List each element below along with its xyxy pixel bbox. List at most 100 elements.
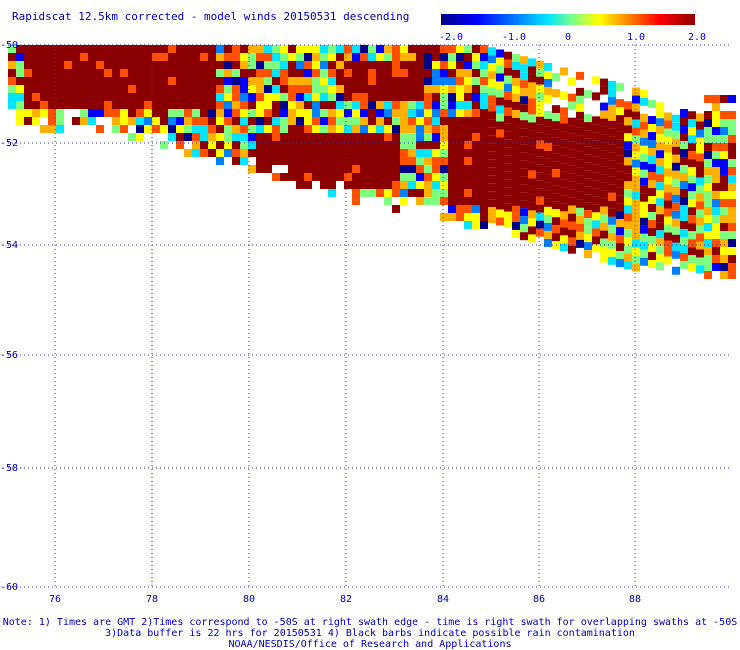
swath-cell: [560, 179, 568, 188]
swath-cell: [208, 45, 216, 53]
swath-cell: [648, 100, 656, 109]
swath-cell: [488, 71, 496, 80]
swath-cell: [408, 117, 416, 125]
swath-cell: [264, 149, 272, 157]
swath-cell: [224, 141, 232, 149]
swath-cell: [632, 167, 640, 176]
swath-cell: [376, 77, 384, 85]
swath-cell: [184, 109, 192, 117]
y-tick-label: -54: [0, 240, 18, 251]
swath-cell: [688, 191, 696, 200]
swath-cell: [648, 156, 656, 165]
swath-cell: [176, 125, 184, 133]
swath-cell: [216, 141, 224, 149]
swath-cell: [504, 51, 512, 60]
swath-cell: [280, 157, 288, 165]
swath-cell: [144, 109, 152, 117]
swath-cell: [168, 125, 176, 133]
swath-cell: [528, 226, 536, 235]
swath-cell: [320, 133, 328, 141]
swath-cell: [72, 61, 80, 69]
swath-cell: [144, 93, 152, 101]
swath-cell: [664, 248, 672, 257]
swath-cell: [176, 61, 184, 69]
swath-cell: [88, 45, 96, 53]
swath-cell: [568, 229, 576, 238]
swath-cell: [360, 93, 368, 101]
swath-cell: [448, 189, 456, 197]
swath-cell: [304, 109, 312, 117]
swath-cell: [400, 157, 408, 165]
swath-cell: [416, 197, 424, 205]
swath-cell: [480, 117, 488, 125]
swath-cell: [488, 55, 496, 64]
swath-cell: [160, 109, 168, 117]
swath-cell: [576, 111, 584, 120]
swath-cell: [56, 85, 64, 93]
swath-cell: [392, 77, 400, 85]
swath-cell: [192, 109, 200, 117]
swath-cell: [176, 117, 184, 125]
swath-cell: [232, 69, 240, 77]
swath-cell: [576, 119, 584, 128]
swath-cell: [96, 77, 104, 85]
swath-cell: [152, 109, 160, 117]
swath-cell: [392, 85, 400, 93]
swath-cell: [688, 111, 696, 120]
swath-cell: [280, 117, 288, 125]
swath-cell: [504, 99, 512, 108]
swath-cell: [320, 45, 328, 53]
swath-cell: [328, 149, 336, 157]
swath-cell: [488, 111, 496, 120]
swath-cell: [216, 93, 224, 101]
swath-cell: [592, 228, 600, 237]
swath-cell: [456, 61, 464, 69]
swath-cell: [184, 125, 192, 133]
swath-cell: [536, 84, 544, 93]
swath-cell: [472, 189, 480, 197]
swath-cell: [600, 166, 608, 175]
swath-cell: [464, 101, 472, 109]
swath-cell: [192, 77, 200, 85]
swath-cell: [104, 85, 112, 93]
swath-cell: [312, 125, 320, 133]
swath-cell: [512, 93, 520, 102]
swath-cell: [720, 143, 728, 151]
swath-cell: [312, 77, 320, 85]
swath-cell: [272, 69, 280, 77]
swath-cell: [424, 157, 432, 165]
swath-cell: [208, 109, 216, 117]
swath-cell: [312, 61, 320, 69]
swath-cell: [584, 194, 592, 203]
swath-cell: [120, 109, 128, 117]
swath-cell: [664, 184, 672, 193]
swath-cell: [520, 64, 528, 73]
swath-cell: [72, 77, 80, 85]
swath-cell: [496, 81, 504, 90]
swath-cell: [480, 173, 488, 181]
swath-cell: [624, 189, 632, 198]
swath-cell: [400, 165, 408, 173]
swath-cell: [680, 253, 688, 261]
swath-cell: [384, 85, 392, 93]
swath-cell: [656, 126, 664, 135]
swath-cell: [504, 131, 512, 140]
swath-cell: [376, 109, 384, 117]
swath-cell: [720, 127, 728, 135]
swath-cell: [600, 206, 608, 215]
swath-cell: [432, 69, 440, 77]
swath-cell: [584, 218, 592, 227]
swath-cell: [616, 227, 624, 236]
swath-cell: [304, 173, 312, 181]
swath-cell: [456, 117, 464, 125]
swath-cell: [624, 101, 632, 110]
swath-cell: [632, 159, 640, 168]
swath-cell: [432, 173, 440, 181]
swath-cell: [256, 117, 264, 125]
swath-cell: [304, 181, 312, 189]
swath-cell: [472, 77, 480, 85]
swath-cell: [232, 61, 240, 69]
swath-cell: [536, 76, 544, 85]
swath-cell: [360, 165, 368, 173]
